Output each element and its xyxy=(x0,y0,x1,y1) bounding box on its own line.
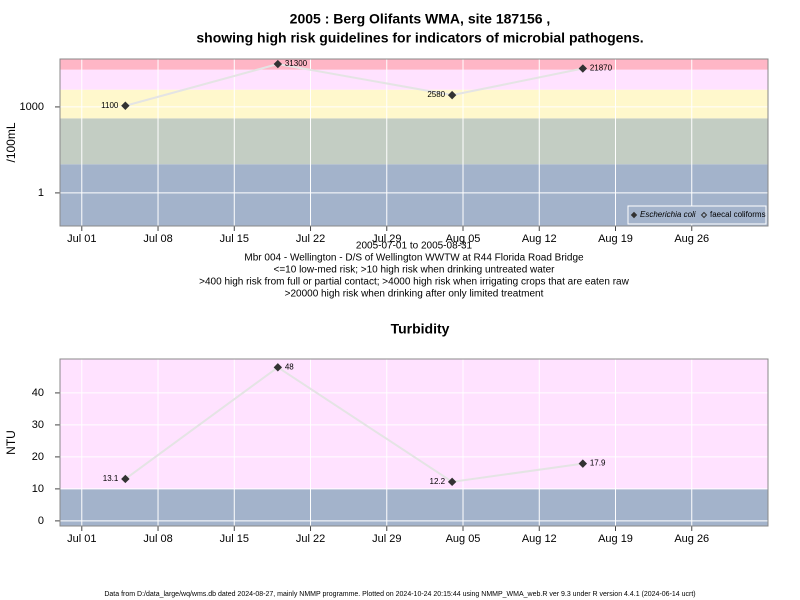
note: >400 high risk from full or partial cont… xyxy=(199,277,629,288)
plot-frame xyxy=(59,358,769,527)
x-tick-label: Jul 01 xyxy=(67,233,96,245)
series-line xyxy=(125,63,584,107)
x-tick-label: Jul 15 xyxy=(220,533,249,545)
data-point xyxy=(121,101,130,110)
data-point xyxy=(447,477,457,487)
value-label: 2580 xyxy=(427,90,445,99)
x-tick-label: Aug 05 xyxy=(446,233,481,245)
risk-band xyxy=(60,359,768,489)
x-tick-label: Jul 22 xyxy=(296,533,325,545)
note: <=10 low-med risk; >10 high risk when dr… xyxy=(274,265,556,276)
data-point xyxy=(273,363,283,372)
note: Mbr 004 - Wellington - D/S of Wellington… xyxy=(244,253,584,264)
plot-frame xyxy=(59,58,769,227)
value-label: 12.2 xyxy=(430,477,446,486)
x-axis-label: 2005-07-01 to 2005-08-31 xyxy=(356,241,473,252)
value-label: 31300 xyxy=(285,59,308,68)
chart-title: Turbidity xyxy=(391,321,450,337)
legend-box xyxy=(627,205,767,225)
legend-label: faecal coliforms xyxy=(710,210,766,219)
y-tick-label: 0 xyxy=(38,515,44,527)
x-tick-label: Aug 26 xyxy=(674,233,709,245)
legend-marker xyxy=(700,211,708,219)
data-point xyxy=(578,64,588,73)
y-tick-label: 1 xyxy=(38,187,44,199)
y-tick-label: 20 xyxy=(32,451,44,463)
x-tick-label: Jul 01 xyxy=(67,533,96,545)
y-tick-label: 10 xyxy=(32,483,44,495)
chart-subtitle: showing high risk guidelines for indicat… xyxy=(196,30,643,46)
x-tick-label: Aug 19 xyxy=(598,233,633,245)
risk-band xyxy=(60,118,768,165)
data-point xyxy=(121,474,130,484)
y-tick-label: 1000 xyxy=(20,101,44,113)
value-label: 17.9 xyxy=(590,459,606,468)
value-label: 48 xyxy=(285,362,294,371)
x-tick-label: Aug 12 xyxy=(522,533,557,545)
value-label: 21870 xyxy=(590,64,613,73)
risk-band xyxy=(60,69,768,90)
x-tick-label: Jul 22 xyxy=(296,233,325,245)
data-point xyxy=(447,90,457,100)
y-tick-label: 30 xyxy=(32,419,44,431)
note: >20000 high risk when drinking after onl… xyxy=(285,289,544,300)
data-point xyxy=(273,59,283,69)
risk-band xyxy=(60,89,768,119)
y-tick-label: 40 xyxy=(32,387,44,399)
legend-label: Escherichia coli xyxy=(640,210,696,219)
series-line xyxy=(124,366,583,483)
x-tick-label: Aug 19 xyxy=(598,533,633,545)
y-axis-label: NTU xyxy=(4,430,18,455)
legend-marker xyxy=(630,211,638,219)
risk-band xyxy=(60,59,768,70)
risk-band xyxy=(60,488,768,526)
x-tick-label: Jul 08 xyxy=(143,233,172,245)
x-tick-label: Aug 05 xyxy=(446,533,481,545)
value-label: 13.1 xyxy=(103,474,119,483)
y-axis-label: /100mL xyxy=(4,122,18,162)
chart-title: 2005 : Berg Olifants WMA, site 187156 , xyxy=(290,11,551,27)
x-tick-label: Jul 29 xyxy=(372,533,401,545)
footer: Data from D:/data_large/wq/wms.db dated … xyxy=(104,591,695,598)
x-tick-label: Aug 12 xyxy=(522,233,557,245)
x-tick-label: Jul 29 xyxy=(372,233,401,245)
data-point xyxy=(578,459,588,468)
x-tick-label: Jul 15 xyxy=(220,233,249,245)
x-tick-label: Jul 08 xyxy=(143,533,172,545)
value-label: 1100 xyxy=(101,101,119,110)
x-tick-label: Aug 26 xyxy=(674,533,709,545)
